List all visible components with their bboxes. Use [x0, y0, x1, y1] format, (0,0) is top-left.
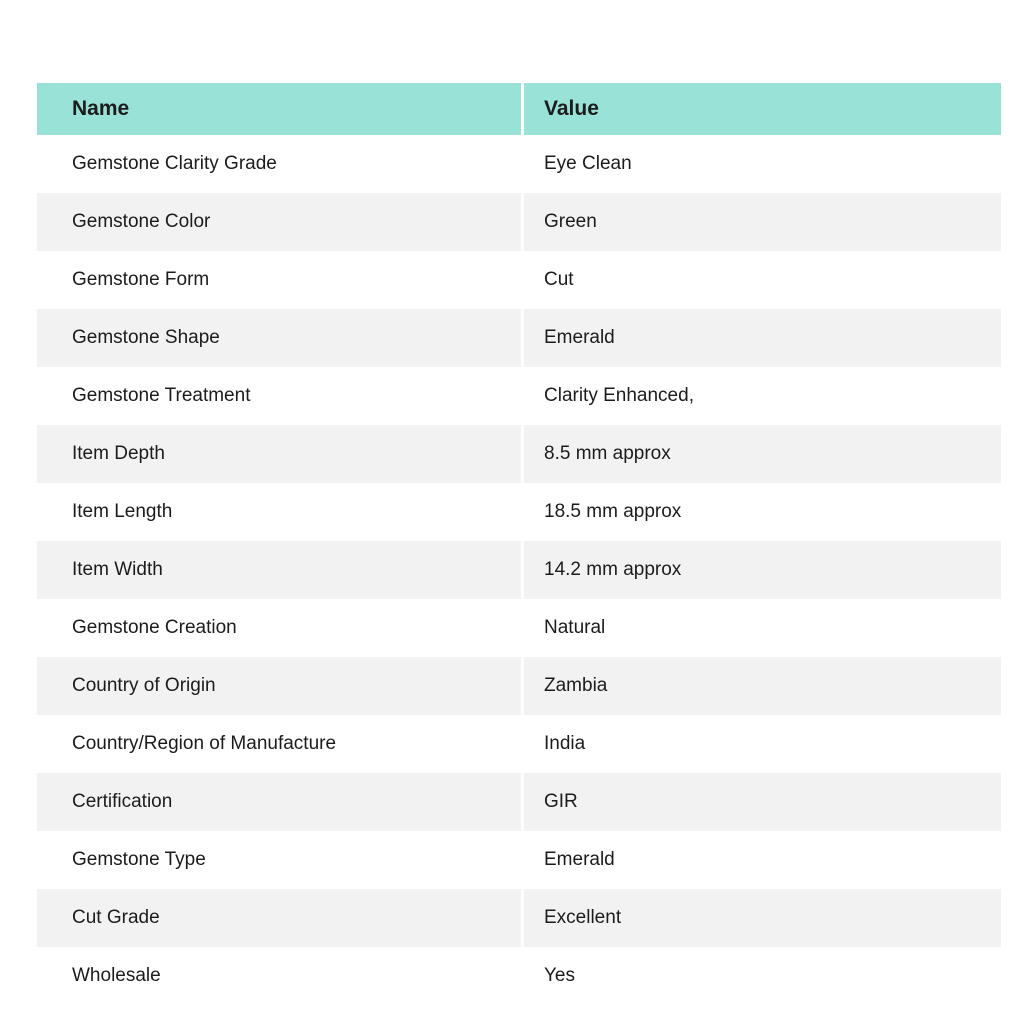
table-row: Gemstone Shape Emerald	[37, 309, 1001, 367]
name-cell: Country of Origin	[37, 657, 521, 715]
table-body: Gemstone Clarity Grade Eye Clean Gemston…	[37, 135, 1001, 1005]
value-cell: 18.5 mm approx	[524, 483, 1001, 541]
table-row: Wholesale Yes	[37, 947, 1001, 1005]
table-row: Gemstone Creation Natural	[37, 599, 1001, 657]
table-row: Country/Region of Manufacture India	[37, 715, 1001, 773]
value-cell: 8.5 mm approx	[524, 425, 1001, 483]
table-row: Item Width 14.2 mm approx	[37, 541, 1001, 599]
value-cell: Zambia	[524, 657, 1001, 715]
table-row: Country of Origin Zambia	[37, 657, 1001, 715]
name-cell: Certification	[37, 773, 521, 831]
name-cell: Gemstone Form	[37, 251, 521, 309]
table-row: Gemstone Color Green	[37, 193, 1001, 251]
table-row: Gemstone Clarity Grade Eye Clean	[37, 135, 1001, 193]
value-cell: Emerald	[524, 831, 1001, 889]
name-cell: Gemstone Color	[37, 193, 521, 251]
name-cell: Gemstone Creation	[37, 599, 521, 657]
value-cell: Natural	[524, 599, 1001, 657]
value-cell: Yes	[524, 947, 1001, 1005]
value-cell: Eye Clean	[524, 135, 1001, 193]
item-specifics-table: Name Value Gemstone Clarity Grade Eye Cl…	[37, 83, 1001, 1005]
name-cell: Gemstone Type	[37, 831, 521, 889]
value-cell: Clarity Enhanced,	[524, 367, 1001, 425]
value-cell: Emerald	[524, 309, 1001, 367]
table-row: Item Length 18.5 mm approx	[37, 483, 1001, 541]
name-cell: Country/Region of Manufacture	[37, 715, 521, 773]
value-cell: 14.2 mm approx	[524, 541, 1001, 599]
name-cell: Cut Grade	[37, 889, 521, 947]
name-cell: Gemstone Shape	[37, 309, 521, 367]
table-row: Gemstone Form Cut	[37, 251, 1001, 309]
table-row: Cut Grade Excellent	[37, 889, 1001, 947]
name-cell: Item Depth	[37, 425, 521, 483]
table-row: Item Depth 8.5 mm approx	[37, 425, 1001, 483]
value-cell: Cut	[524, 251, 1001, 309]
value-cell: Green	[524, 193, 1001, 251]
column-header-name: Name	[37, 83, 521, 135]
name-cell: Gemstone Treatment	[37, 367, 521, 425]
name-cell: Gemstone Clarity Grade	[37, 135, 521, 193]
name-cell: Item Width	[37, 541, 521, 599]
name-cell: Item Length	[37, 483, 521, 541]
value-cell: India	[524, 715, 1001, 773]
table-header-row: Name Value	[37, 83, 1001, 135]
column-header-value: Value	[524, 83, 1001, 135]
name-cell: Wholesale	[37, 947, 521, 1005]
table-row: Gemstone Type Emerald	[37, 831, 1001, 889]
table-row: Certification GIR	[37, 773, 1001, 831]
table-row: Gemstone Treatment Clarity Enhanced,	[37, 367, 1001, 425]
value-cell: GIR	[524, 773, 1001, 831]
value-cell: Excellent	[524, 889, 1001, 947]
